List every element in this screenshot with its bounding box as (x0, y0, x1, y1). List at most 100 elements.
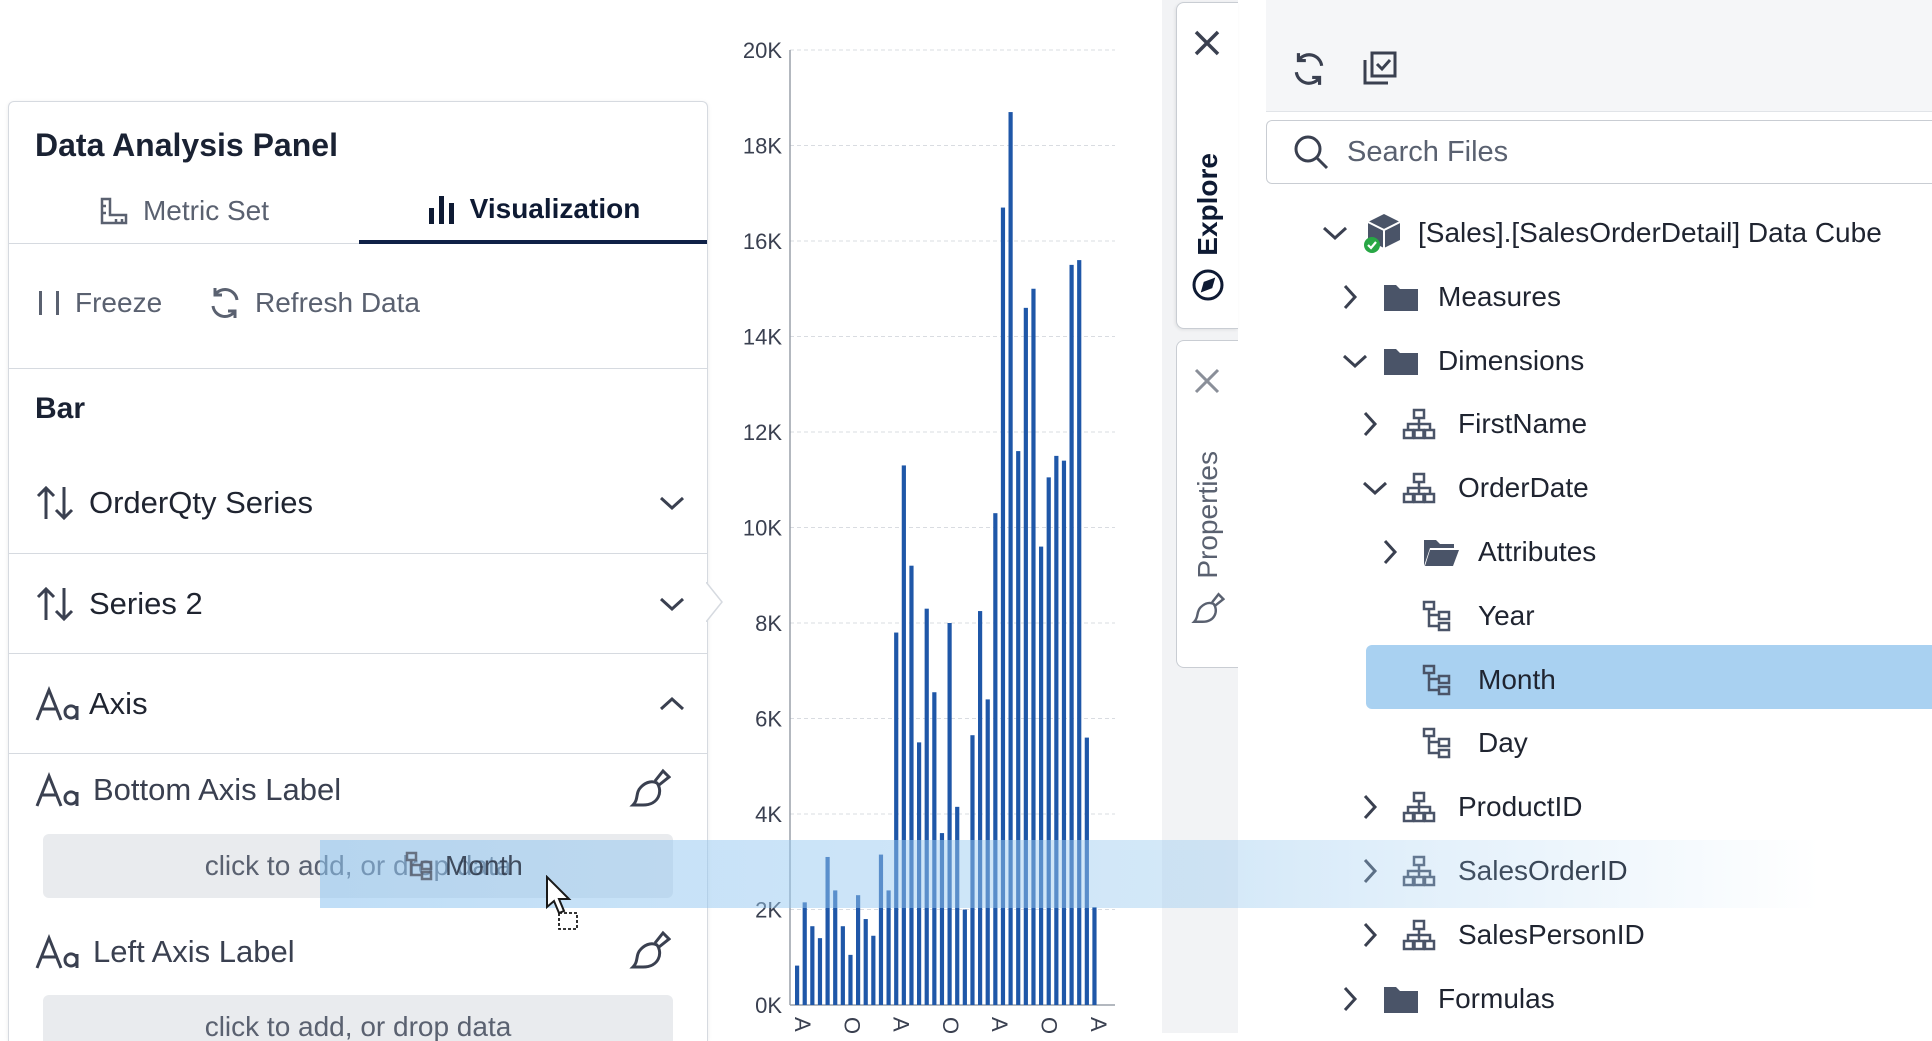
panel-toolbar: Freeze Refresh Data (9, 245, 707, 369)
explore-panel (1266, 0, 1932, 1033)
bar (894, 632, 899, 1005)
font-icon (35, 685, 79, 721)
chevron-right-icon[interactable] (1342, 284, 1382, 310)
left-axis-dropzone[interactable]: click to add, or drop data (43, 995, 673, 1041)
tree-item-label: Attributes (1478, 536, 1597, 567)
bar (1008, 112, 1013, 1005)
close-icon[interactable] (1191, 27, 1223, 59)
chevron-right-icon[interactable] (1382, 539, 1422, 565)
tree-item-label: Month (1478, 663, 1556, 695)
bar (795, 965, 800, 1005)
hierarchy-icon (1402, 791, 1458, 823)
hierarchy-icon (1402, 408, 1458, 440)
row-label: OrderQty Series (89, 484, 313, 520)
chevron-down-icon[interactable] (1362, 480, 1402, 496)
selection-highlight (1366, 645, 1932, 709)
y-tick-label: 4K (755, 802, 782, 827)
tree-item-label: Dimensions (1438, 344, 1585, 376)
series-2-row[interactable]: Series 2 (9, 554, 707, 654)
search-input[interactable] (1345, 134, 1845, 170)
bar (840, 926, 845, 1005)
tree-item-measures[interactable]: Measures (1342, 267, 1561, 327)
tree-item-label: Year (1478, 599, 1535, 631)
refresh-label: Refresh Data (255, 287, 420, 318)
sort-arrows-icon (36, 586, 74, 621)
tree-item-label: OrderDate (1458, 472, 1589, 504)
bar (825, 856, 830, 1005)
chevron-up-icon (659, 696, 685, 710)
bar (833, 890, 838, 1005)
explore-side-tab[interactable]: Explore (1176, 2, 1238, 329)
brush-icon[interactable] (629, 767, 671, 809)
tree-item-firstname[interactable]: FirstName (1362, 394, 1587, 454)
explore-tab-label-wrap: Explore (1177, 153, 1239, 302)
folder-icon (1382, 281, 1438, 313)
bar (947, 623, 952, 1005)
bar (871, 935, 876, 1005)
refresh-icon (211, 288, 239, 318)
select-all-icon[interactable] (1362, 50, 1398, 86)
tree-item-label: Day (1478, 727, 1528, 759)
refresh-data-button[interactable]: Refresh Data (207, 283, 420, 323)
bar (817, 938, 823, 1005)
left-axis-label-text: Left Axis Label (93, 934, 295, 969)
axis-row[interactable]: Axis (9, 654, 707, 754)
chevron-right-icon[interactable] (1362, 922, 1402, 948)
tree-item-salespersonid[interactable]: SalesPersonID (1362, 905, 1645, 965)
bar (1023, 307, 1028, 1006)
chevron-down-icon (659, 597, 685, 611)
bar (1092, 907, 1097, 1005)
bar (1061, 460, 1067, 1005)
orderqty-series-row[interactable]: OrderQty Series (9, 452, 707, 554)
bottom-axis-label-text: Bottom Axis Label (93, 772, 342, 807)
y-tick-label: 6K (755, 707, 782, 732)
tree-item-productid[interactable]: ProductID (1362, 777, 1583, 837)
tree-item-month[interactable]: Month (1382, 650, 1556, 710)
x-tick-label: Ap (987, 1017, 1012, 1033)
y-tick-label: 14K (743, 325, 782, 350)
properties-side-tab[interactable]: Properties (1176, 340, 1238, 668)
x-tick-label: Ap (790, 1017, 815, 1033)
tab-metric-set[interactable]: Metric Set (9, 178, 359, 244)
x-tick-label: O (839, 1017, 864, 1033)
hierarchy-icon (1402, 919, 1458, 951)
bar (924, 608, 929, 1005)
font-icon (35, 771, 79, 807)
tab-label: Metric Set (142, 195, 270, 226)
tree-item-orderdate[interactable]: OrderDate (1362, 458, 1589, 518)
tree-item-formulas[interactable]: Formulas (1342, 969, 1555, 1029)
chevron-down-icon[interactable] (1342, 353, 1382, 369)
panel-tabs: Metric Set Visualization (9, 178, 707, 244)
hierarchy-icon (1402, 472, 1458, 504)
close-icon[interactable] (1191, 365, 1223, 397)
tree-item-day[interactable]: Day (1382, 713, 1528, 773)
tree-item-year[interactable]: Year (1382, 586, 1535, 646)
tab-visualization[interactable]: Visualization (359, 178, 707, 244)
tab-label: Visualization (469, 193, 641, 224)
tree-item-sales-salesorderdetail-data-cube[interactable]: [Sales].[SalesOrderDetail] Data Cube (1322, 203, 1882, 263)
tree-item-attributes[interactable]: Attributes (1382, 522, 1596, 582)
y-tick-label: 10K (743, 516, 782, 541)
bar (1000, 207, 1006, 1005)
panel-pointer (706, 582, 723, 622)
section-title-bar: Bar (35, 392, 86, 425)
search-files-box[interactable] (1266, 120, 1932, 184)
chevron-down-icon[interactable] (1322, 225, 1362, 241)
bar (939, 833, 945, 1005)
level-icon (1422, 727, 1478, 759)
bar (1054, 455, 1059, 1005)
row-label: Series 2 (89, 585, 203, 621)
bar (810, 926, 815, 1005)
y-tick-label: 8K (755, 611, 782, 636)
tree-item-label: ProductID (1458, 791, 1583, 823)
font-icon (35, 933, 79, 969)
y-tick-label: 12K (743, 420, 782, 445)
freeze-button[interactable]: Freeze (37, 283, 162, 323)
chevron-right-icon[interactable] (1362, 411, 1402, 437)
brush-icon[interactable] (629, 929, 671, 971)
tree-item-dimensions[interactable]: Dimensions (1342, 331, 1584, 391)
refresh-icon[interactable] (1290, 50, 1328, 88)
chevron-right-icon[interactable] (1342, 986, 1382, 1012)
brush-icon (1191, 592, 1225, 623)
chevron-right-icon[interactable] (1362, 794, 1402, 820)
